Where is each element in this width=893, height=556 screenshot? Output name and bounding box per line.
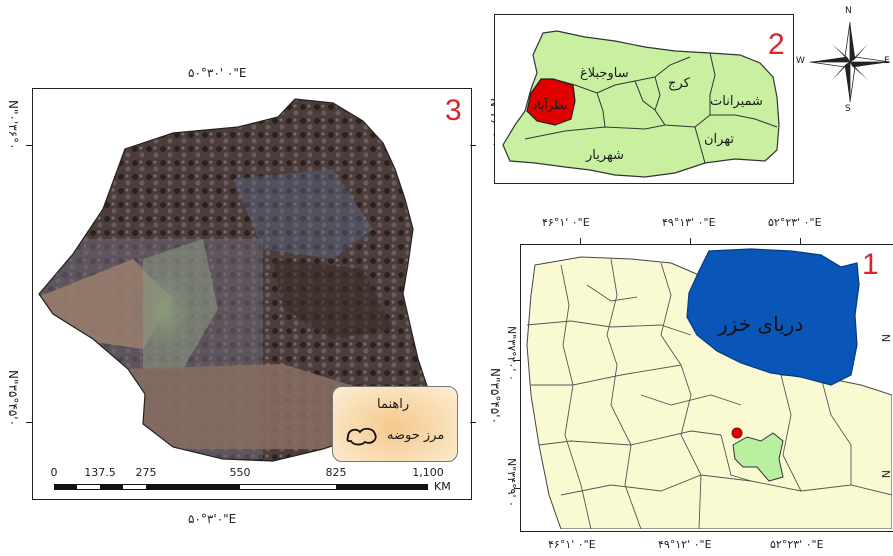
panel1-bottom-coordinate: ۴۹°۱۲' ۰"E — [658, 538, 712, 551]
frame-tick — [690, 238, 691, 244]
panel1-left-coordinate: N"۳۷°۲۰' ۰ — [505, 326, 518, 381]
scale-segment — [240, 484, 336, 490]
panel1-top-coordinate: ۴۹°۱۳' ۰"E — [662, 216, 716, 229]
legend-title: راهنما — [377, 397, 410, 412]
panel3-left-bottom-coordinate: N"۳۵°۴۵'۰ — [6, 370, 20, 427]
caspian-sea-label: دریای خزر — [718, 312, 804, 336]
county-label-shahriar: شهریار — [586, 148, 624, 163]
frame-tick — [26, 145, 32, 146]
frame-tick — [580, 238, 581, 244]
frame-tick — [470, 145, 476, 146]
legend-item-basin-boundary: مرز حوضه — [387, 428, 445, 443]
compass-east-label: E — [884, 56, 890, 66]
panel1-right-coordinate: N — [879, 334, 892, 343]
county-label-nazarabad: نظرآباد — [532, 98, 568, 112]
scale-segment — [77, 484, 100, 490]
basin-boundary-icon — [346, 427, 377, 446]
scale-segment — [146, 484, 240, 490]
scale-label: 550 — [229, 466, 251, 479]
panel2-number: 2 — [768, 28, 785, 61]
frame-tick — [800, 238, 801, 244]
panel3-right-bottom-coordinate: N"۳۵°۴۵'۰ — [488, 368, 502, 425]
map-legend: راهنما مرز حوضه — [332, 386, 458, 462]
scale-label: 137.5 — [84, 466, 116, 479]
panel1-number: 1 — [862, 248, 879, 281]
scale-segment — [123, 484, 146, 490]
panel1-top-coordinate: ۴۶°۱' ۰"E — [542, 216, 590, 229]
scale-label: 275 — [135, 466, 157, 479]
compass-north-label: N — [845, 6, 852, 16]
province-outline — [502, 30, 780, 178]
panel1-bottom-coordinate: ۴۶°۱' ۰"E — [548, 538, 596, 551]
scale-segment — [54, 484, 77, 490]
frame-tick — [514, 360, 520, 361]
panel3-number: 3 — [445, 94, 462, 127]
county-label-savojbolagh: ساوجبلاغ — [580, 66, 629, 81]
scale-label: 0 — [50, 466, 58, 479]
panel1-top-coordinate: ۵۲°۲۳' ۰"E — [768, 216, 822, 229]
scale-label: 825 — [325, 466, 347, 479]
scale-segment — [336, 484, 428, 490]
panel1-right-coordinate: N — [879, 470, 892, 479]
study-location-marker — [731, 427, 743, 439]
panel3-top-coordinate: ۵۰°۳۰' ۰"E — [188, 66, 247, 80]
scale-unit: KM — [434, 480, 451, 493]
compass-south-label: S — [845, 104, 851, 114]
tehran-province — [732, 432, 784, 482]
iran-provinces-map — [521, 245, 892, 529]
county-label-shemiranat: شمیرانات — [710, 94, 763, 109]
panel1-bottom-coordinate: ۵۲°۲۳' ۰"E — [770, 538, 824, 551]
scale-label: 1,100 — [412, 466, 444, 479]
panel3-bottom-coordinate: ۵۰°۳'۰"E — [188, 512, 237, 526]
counties-map — [502, 30, 780, 178]
frame-tick — [514, 488, 520, 489]
basin-satellite-image — [38, 98, 434, 462]
scale-segment — [100, 484, 123, 490]
nazarabad-highlight — [526, 78, 576, 126]
frame-tick — [470, 422, 476, 423]
caspian-sea — [686, 248, 860, 386]
frame-tick — [26, 422, 32, 423]
compass-icon — [809, 21, 890, 103]
compass-west-label: W — [796, 56, 805, 66]
panel1-left-coordinate: N"۳۴°۹' ۰ — [505, 458, 518, 507]
county-label-tehran: تهران — [704, 132, 734, 147]
county-label-karaj: کرج — [668, 76, 690, 91]
panel3-left-top-coordinate: N"۰'۳۶°۰ — [6, 100, 20, 150]
